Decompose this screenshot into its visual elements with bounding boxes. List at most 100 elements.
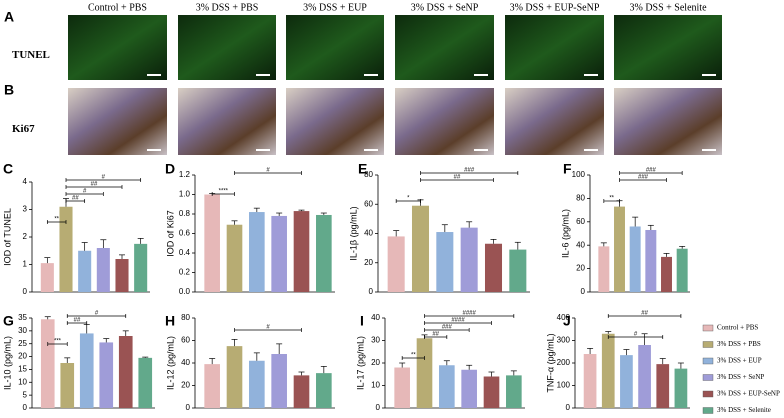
- bar: [226, 224, 243, 292]
- panel-letter: B: [4, 82, 14, 98]
- micrograph: [505, 88, 604, 155]
- sig-label: ####: [462, 311, 476, 317]
- micrograph: [286, 15, 384, 80]
- bar: [249, 360, 265, 408]
- bar: [676, 248, 688, 292]
- error-bar: [510, 370, 517, 376]
- y-tick-label: 20: [181, 381, 190, 390]
- error-bar: [142, 356, 149, 358]
- sig-label: #: [634, 332, 638, 338]
- bar: [60, 363, 75, 408]
- sig-label: ###: [638, 175, 649, 181]
- y-tick-label: 10: [18, 377, 27, 386]
- column-header: 3% DSS + EUP: [303, 2, 367, 13]
- column-header: 3% DSS + Selenite: [629, 2, 707, 13]
- micrograph: [395, 88, 494, 155]
- legend-swatch: [702, 374, 714, 381]
- bar: [40, 263, 54, 292]
- bar: [484, 243, 503, 292]
- sig-label: ##: [74, 318, 81, 324]
- sig-label: #: [266, 168, 270, 174]
- bar: [59, 206, 73, 292]
- y-axis-title: IL-6 (pg/mL): [560, 209, 570, 258]
- error-bar: [231, 339, 238, 347]
- error-bar: [122, 330, 129, 336]
- error-bar: [298, 371, 305, 376]
- bar: [78, 250, 92, 292]
- legend-label: 3% DSS + PBS: [717, 340, 761, 348]
- bar: [674, 368, 688, 408]
- y-tick-label: 60: [181, 336, 190, 345]
- error-bar: [81, 242, 88, 251]
- column-header: 3% DSS + EUP-SeNP: [510, 2, 600, 13]
- legend-label: Control + PBS: [717, 324, 758, 332]
- bar: [118, 336, 133, 408]
- y-axis-title: IOD of TUNEL: [2, 208, 12, 266]
- error-bar: [679, 246, 686, 249]
- error-bar: [399, 362, 406, 368]
- panel-letter: F: [563, 161, 572, 177]
- y-tick-label: 3: [23, 205, 28, 214]
- y-axis-title: IL-17 (pg/mL): [355, 336, 365, 390]
- bar: [638, 345, 651, 408]
- error-bar: [119, 254, 125, 259]
- sig-label: ***: [54, 339, 62, 345]
- bar: [416, 338, 433, 408]
- bar: [439, 365, 455, 408]
- y-axis-title: IL-10 (pg/mL): [2, 336, 12, 390]
- legend-swatch: [702, 357, 714, 365]
- legend-swatch: [702, 407, 714, 414]
- legend-label: 3% DSS + EUP: [717, 357, 762, 365]
- sig-label: *: [407, 196, 410, 202]
- error-bar: [253, 352, 260, 361]
- bar: [40, 319, 55, 408]
- error-bar: [83, 324, 90, 334]
- error-bar: [466, 364, 473, 370]
- sig-label: ##: [72, 196, 79, 202]
- y-tick-label: 60: [576, 217, 585, 226]
- panel-letter: H: [165, 313, 175, 329]
- y-axis-title: TNF-α (pg/mL): [545, 333, 555, 392]
- bar: [96, 248, 110, 292]
- y-tick-label: 300: [557, 336, 571, 345]
- y-tick-label: 30: [371, 336, 380, 345]
- bar: [506, 375, 522, 408]
- sig-label: **: [54, 217, 59, 223]
- bar: [204, 364, 220, 408]
- error-bar: [514, 241, 521, 250]
- y-tick-label: 200: [557, 358, 571, 367]
- sig-label: #: [102, 175, 106, 181]
- bar: [271, 215, 287, 292]
- error-bar: [64, 357, 71, 363]
- error-bar: [253, 207, 260, 213]
- micrograph: [178, 88, 276, 155]
- error-bar: [276, 343, 283, 354]
- micrograph: [68, 15, 167, 80]
- bar: [99, 342, 114, 408]
- bar: [509, 249, 527, 292]
- error-bar: [490, 239, 497, 244]
- y-axis-title: IL-1β (pg/mL): [348, 206, 358, 260]
- error-bar: [100, 239, 107, 248]
- y-tick-label: 0.0: [179, 287, 191, 296]
- legend-label: 3% DSS + SeNP: [717, 373, 764, 381]
- y-tick-label: 5: [23, 390, 28, 399]
- bar: [461, 369, 477, 408]
- y-tick-label: 15: [18, 365, 27, 374]
- sig-label: ###: [442, 325, 453, 331]
- y-tick-label: 0: [23, 287, 28, 296]
- y-tick-label: 40: [371, 313, 380, 322]
- y-tick-label: 40: [364, 229, 373, 238]
- error-bar: [320, 366, 327, 374]
- error-bar: [209, 358, 216, 365]
- column-header: 3% DSS + SeNP: [411, 2, 479, 13]
- error-bar: [488, 371, 495, 377]
- error-bar: [298, 209, 305, 212]
- y-tick-label: 40: [181, 358, 190, 367]
- bar: [601, 333, 615, 408]
- error-bar: [44, 316, 51, 320]
- y-tick-label: 4: [23, 177, 28, 186]
- bar: [483, 376, 500, 408]
- column-header: 3% DSS + PBS: [196, 2, 259, 13]
